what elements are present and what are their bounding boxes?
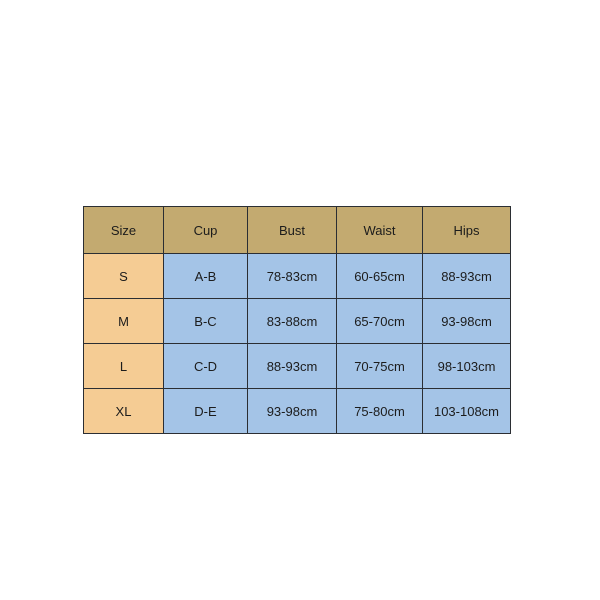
cell-cup: B-C — [163, 298, 248, 344]
cell-waist: 70-75cm — [336, 343, 423, 389]
cell-cup: C-D — [163, 343, 248, 389]
cell-waist: 60-65cm — [336, 253, 423, 299]
table-row: XL D-E 93-98cm 75-80cm 103-108cm — [83, 388, 511, 434]
cell-hips: 98-103cm — [422, 343, 511, 389]
cell-hips: 93-98cm — [422, 298, 511, 344]
size-chart-table: Size Cup Bust Waist Hips S A-B 78-83cm 60-65cm 88… — [83, 206, 511, 434]
table-row: L C-D 88-93cm 70-75cm 98-103cm — [83, 343, 511, 389]
table-row: M B-C 83-88cm 65-70cm 93-98cm — [83, 298, 511, 344]
header-hips: Hips — [422, 206, 511, 254]
cell-size: XL — [83, 388, 164, 434]
header-waist: Waist — [336, 206, 423, 254]
cell-waist: 65-70cm — [336, 298, 423, 344]
header-bust: Bust — [247, 206, 337, 254]
cell-bust: 93-98cm — [247, 388, 337, 434]
cell-bust: 88-93cm — [247, 343, 337, 389]
cell-cup: D-E — [163, 388, 248, 434]
cell-waist: 75-80cm — [336, 388, 423, 434]
cell-hips: 88-93cm — [422, 253, 511, 299]
cell-bust: 78-83cm — [247, 253, 337, 299]
header-cup: Cup — [163, 206, 248, 254]
cell-size: L — [83, 343, 164, 389]
header-row: Size Cup Bust Waist Hips — [83, 206, 511, 254]
cell-hips: 103-108cm — [422, 388, 511, 434]
cell-size: M — [83, 298, 164, 344]
header-size: Size — [83, 206, 164, 254]
cell-size: S — [83, 253, 164, 299]
table-row: S A-B 78-83cm 60-65cm 88-93cm — [83, 253, 511, 299]
cell-bust: 83-88cm — [247, 298, 337, 344]
cell-cup: A-B — [163, 253, 248, 299]
